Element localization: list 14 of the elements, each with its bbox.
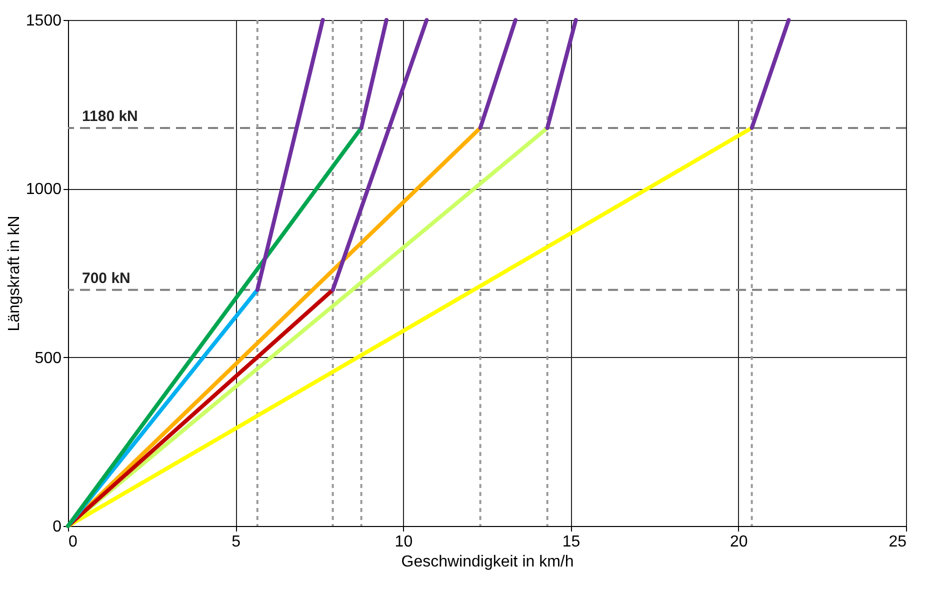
y-tick-label: 1500: [26, 12, 62, 30]
x-tick-label: 25: [888, 534, 907, 550]
y-axis-title: Längskraft in kN: [6, 216, 23, 332]
x-tick-label: 15: [562, 534, 580, 550]
ref-line-label: 1180 kN: [82, 108, 138, 125]
y-tick-label: 500: [34, 350, 62, 367]
ref-line-label: 700 kN: [82, 270, 130, 287]
x-axis-title: Geschwindigkeit in km/h: [401, 554, 574, 570]
x-tick-label: 10: [394, 534, 413, 550]
x-tick-label: 5: [232, 534, 241, 550]
y-tick-label: 0: [52, 518, 62, 536]
y-tick-label: 1000: [26, 181, 62, 198]
x-tick-label: 20: [730, 534, 748, 550]
x-tick-label: 0: [68, 534, 78, 550]
